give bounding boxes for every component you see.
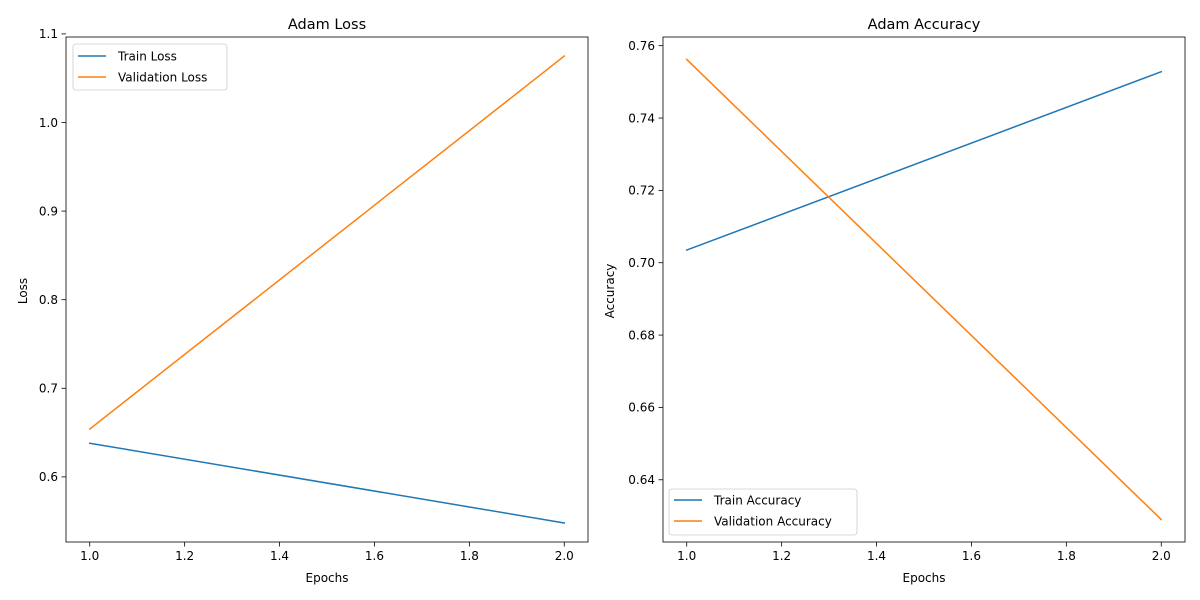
y-tick-label: 0.76 bbox=[628, 39, 655, 53]
x-tick-label: 1.0 bbox=[677, 549, 696, 563]
y-tick-label: 0.72 bbox=[628, 184, 655, 198]
series-line-validation-accuracy bbox=[685, 58, 1163, 521]
legend-label-validation-accuracy: Validation Accuracy bbox=[714, 515, 832, 529]
legend-label-validation-loss: Validation Loss bbox=[118, 71, 207, 85]
y-axis-label: Accuracy bbox=[603, 264, 617, 319]
x-tick-label: 1.4 bbox=[270, 549, 289, 563]
x-tick-label: 2.0 bbox=[555, 549, 574, 563]
series-line-validation-loss bbox=[88, 54, 566, 431]
accuracy-chart: Adam Accuracy Epochs Accuracy 1.0 1.2 1.4 1… bbox=[603, 17, 1186, 585]
series-line-train-accuracy bbox=[685, 70, 1163, 252]
legend-box bbox=[668, 488, 858, 536]
plot-area bbox=[662, 36, 1186, 543]
x-tick-label: 1.8 bbox=[1057, 549, 1076, 563]
x-tick-label: 1.8 bbox=[460, 549, 479, 563]
y-tick-label: 0.8 bbox=[39, 293, 58, 307]
y-tick-label: 1.0 bbox=[39, 116, 58, 130]
series-line-train-loss bbox=[88, 442, 566, 524]
x-tick-label: 1.4 bbox=[867, 549, 886, 563]
legend-label-train-loss: Train Loss bbox=[117, 50, 177, 64]
chart-title: Adam Loss bbox=[288, 17, 366, 33]
y-tick-label: 0.66 bbox=[628, 401, 655, 415]
y-tick-label: 1.1 bbox=[39, 27, 58, 41]
legend-box bbox=[72, 43, 228, 91]
x-tick-label: 1.6 bbox=[365, 549, 384, 563]
legend: Train Loss Validation Loss bbox=[72, 43, 228, 91]
x-tick-label: 1.2 bbox=[175, 549, 194, 563]
y-tick-label: 0.9 bbox=[39, 204, 58, 218]
plot-area bbox=[65, 36, 589, 543]
legend: Train Accuracy Validation Accuracy bbox=[668, 488, 858, 536]
x-axis-label: Epochs bbox=[306, 571, 349, 585]
x-tick-label: 2.0 bbox=[1152, 549, 1171, 563]
y-tick-label: 0.64 bbox=[628, 473, 655, 487]
y-axis-label: Loss bbox=[16, 278, 30, 304]
y-tick-label: 0.68 bbox=[628, 328, 655, 342]
x-tick-label: 1.2 bbox=[772, 549, 791, 563]
y-tick-label: 0.7 bbox=[39, 382, 58, 396]
y-tick-label: 0.6 bbox=[39, 470, 58, 484]
legend-label-train-accuracy: Train Accuracy bbox=[713, 494, 801, 508]
chart-title: Adam Accuracy bbox=[868, 17, 981, 33]
y-tick-label: 0.70 bbox=[628, 256, 655, 270]
x-axis-label: Epochs bbox=[903, 571, 946, 585]
loss-chart: Adam Loss Epochs Loss 1.0 1.2 1.4 1.6 1.8 2.0… bbox=[16, 17, 589, 585]
y-tick-label: 0.74 bbox=[628, 111, 655, 125]
x-tick-label: 1.0 bbox=[80, 549, 99, 563]
x-tick-label: 1.6 bbox=[962, 549, 981, 563]
